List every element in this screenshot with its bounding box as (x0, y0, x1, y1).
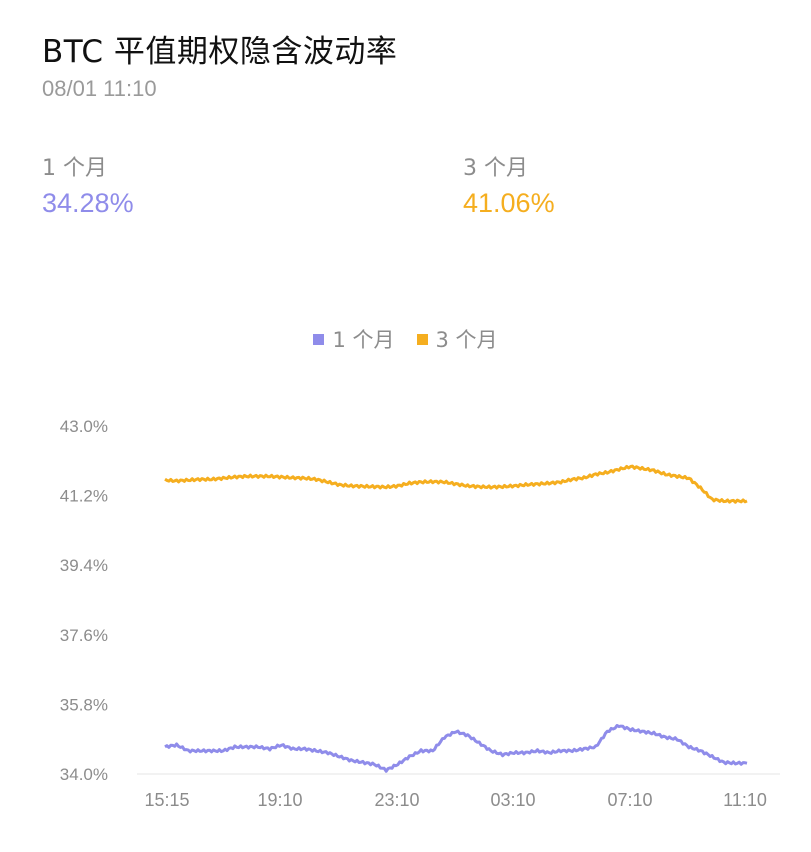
metric-label: 3 个月 (463, 156, 528, 181)
y-tick-label: 37.6% (60, 626, 108, 645)
y-axis: 43.0% 41.2% 39.4% 37.6% 35.8% 34.0% (60, 417, 108, 784)
y-tick-label: 41.2% (60, 487, 108, 506)
legend-label: 3 个月 (435, 328, 498, 352)
chart-legend: 1 个月 3 个月 (0, 324, 811, 354)
y-tick-label: 35.8% (60, 695, 108, 714)
y-tick-label: 39.4% (60, 556, 108, 575)
x-tick-label: 03:10 (490, 790, 535, 810)
x-tick-label: 23:10 (374, 790, 419, 810)
metric-label: 1 个月 (42, 156, 107, 181)
legend-item-1-month[interactable]: 1 个月 (313, 324, 395, 354)
x-tick-label: 15:15 (144, 790, 189, 810)
x-tick-label: 07:10 (607, 790, 652, 810)
x-tick-label: 11:10 (723, 790, 767, 810)
series-line-3-month (164, 464, 748, 504)
legend-swatch-icon (313, 333, 325, 345)
page-title: BTC 平值期权隐含波动率 (42, 34, 398, 70)
series-line-1-month (164, 724, 748, 773)
y-tick-label: 34.0% (60, 765, 108, 784)
legend-swatch-icon (416, 333, 428, 345)
legend-label: 1 个月 (332, 328, 395, 352)
metric-1-month: 1 个月 34.28% (42, 150, 134, 219)
legend-item-3-month[interactable]: 3 个月 (416, 324, 498, 354)
metric-3-month: 3 个月 41.06% (463, 150, 555, 219)
metric-value: 34.28% (42, 188, 134, 218)
series-lines (164, 464, 748, 773)
x-tick-label: 19:10 (257, 790, 302, 810)
metric-value: 41.06% (463, 188, 555, 218)
timestamp: 08/01 11:10 (42, 76, 157, 101)
x-axis: 15:15 19:10 23:10 03:10 07:10 11:10 (144, 790, 766, 810)
y-tick-label: 43.0% (60, 417, 108, 436)
